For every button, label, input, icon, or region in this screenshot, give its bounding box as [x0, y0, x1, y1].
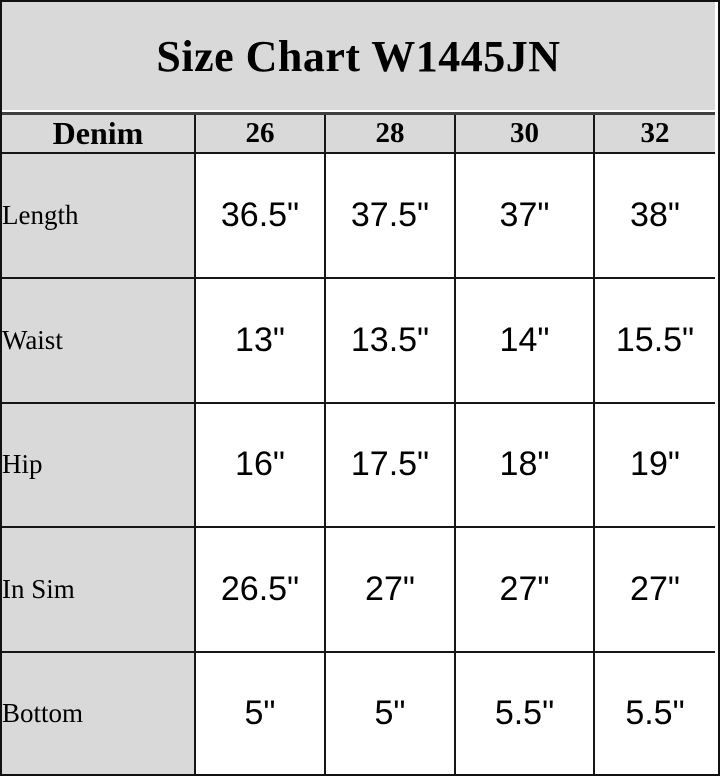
row-label: Hip	[1, 401, 196, 529]
value-cell: 16"	[194, 401, 326, 529]
value-cell: 18"	[454, 401, 595, 529]
table-row: Hip 16" 17.5" 18" 19"	[1, 401, 716, 529]
corner-header: Denim	[1, 114, 196, 154]
header-row: Denim 26 28 30 32	[1, 114, 716, 154]
value-cell: 27"	[454, 526, 595, 654]
row-label: Waist	[1, 276, 196, 404]
row-label: Bottom	[1, 651, 196, 775]
value-cell: 17.5"	[324, 401, 456, 529]
value-cell: 37.5"	[324, 152, 456, 279]
size-table: Denim 26 28 30 32 Length 36.5" 37.5" 37" 38" Wai…	[1, 114, 716, 775]
value-cell: 27"	[324, 526, 456, 654]
size-header-26: 26	[194, 114, 326, 154]
value-cell: 19"	[593, 401, 716, 529]
table-row: Bottom 5" 5" 5.5" 5.5"	[1, 651, 716, 775]
size-header-30: 30	[454, 114, 595, 154]
value-cell: 5.5"	[454, 651, 595, 775]
value-cell: 5.5"	[593, 651, 716, 775]
value-cell: 5"	[194, 651, 326, 775]
value-cell: 38"	[593, 152, 716, 279]
row-label: In Sim	[1, 526, 196, 654]
row-label: Length	[1, 152, 196, 279]
table-row: Waist 13" 13.5" 14" 15.5"	[1, 276, 716, 404]
value-cell: 36.5"	[194, 152, 326, 279]
chart-title: Size Chart W1445JN	[156, 31, 561, 81]
value-cell: 13"	[194, 276, 326, 404]
table-row: In Sim 26.5" 27" 27" 27"	[1, 526, 716, 654]
title-block: Size Chart W1445JN	[2, 2, 715, 112]
size-header-28: 28	[324, 114, 456, 154]
value-cell: 15.5"	[593, 276, 716, 404]
size-header-32: 32	[593, 114, 716, 154]
value-cell: 26.5"	[194, 526, 326, 654]
value-cell: 27"	[593, 526, 716, 654]
value-cell: 5"	[324, 651, 456, 775]
value-cell: 37"	[454, 152, 595, 279]
value-cell: 13.5"	[324, 276, 456, 404]
title-divider	[2, 112, 715, 115]
table-row: Length 36.5" 37.5" 37" 38"	[1, 152, 716, 279]
table-body: Length 36.5" 37.5" 37" 38" Waist 13" 13.5" 14" 15…	[1, 152, 716, 775]
value-cell: 14"	[454, 276, 595, 404]
